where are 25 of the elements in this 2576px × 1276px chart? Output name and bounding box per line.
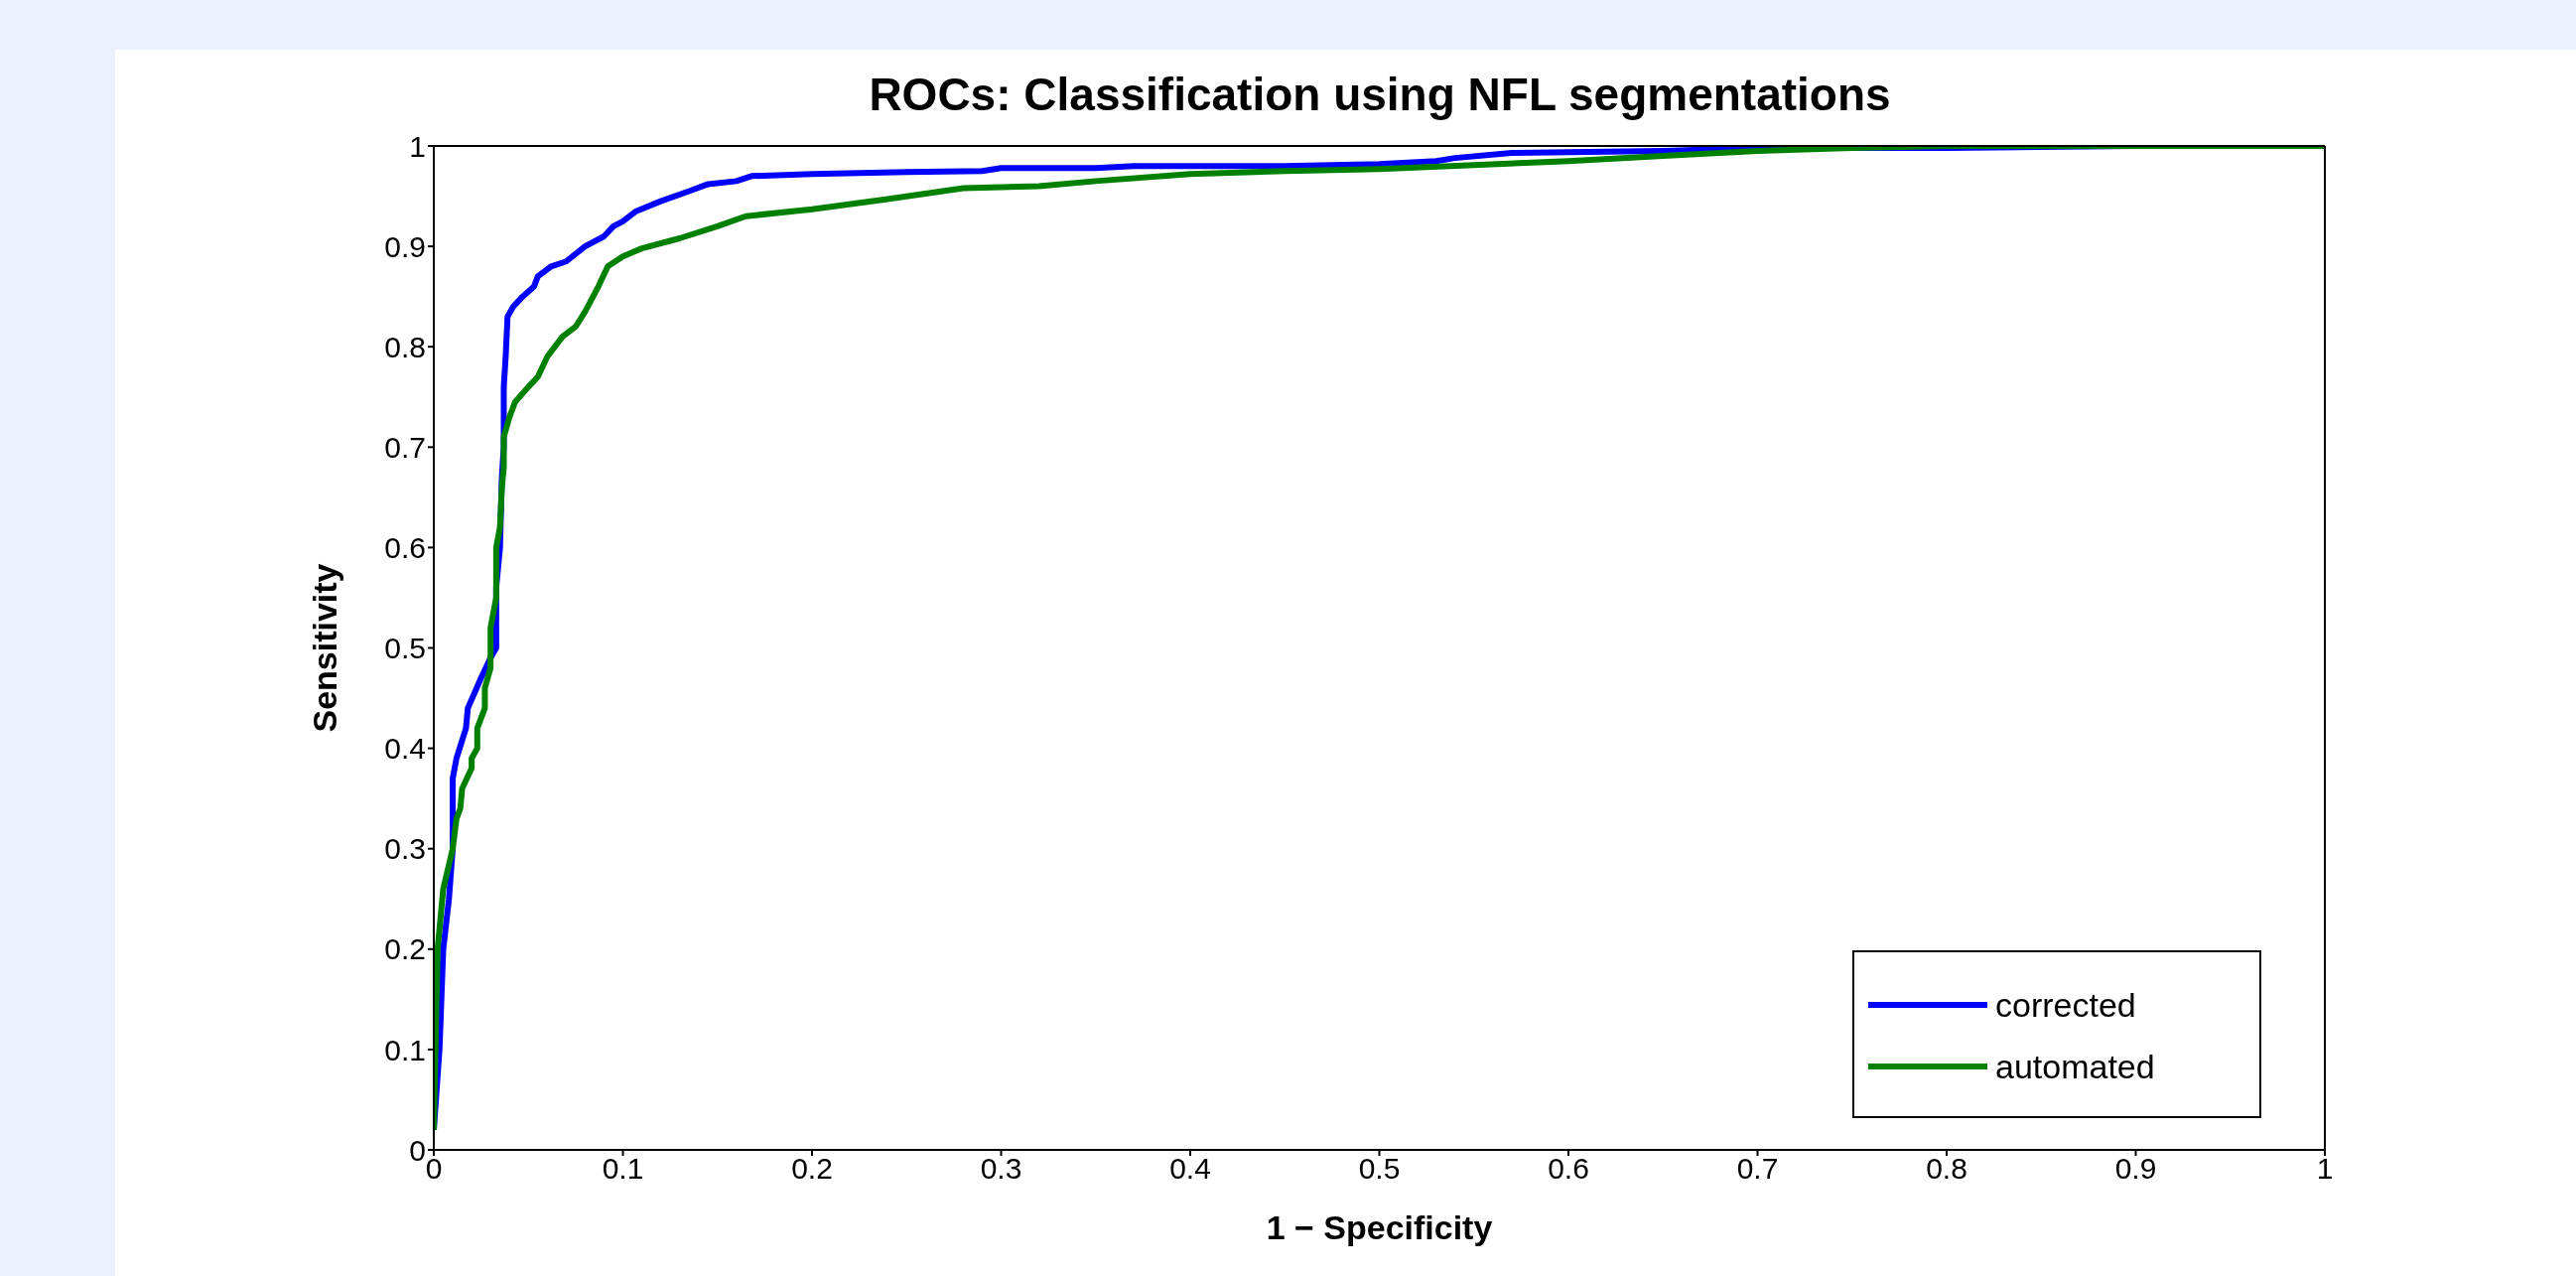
x-tick-label: 0.5 — [1358, 1152, 1401, 1186]
y-tick-label: 0.9 — [384, 229, 426, 263]
x-axis-title: 1 − Specificity — [1266, 1208, 1493, 1246]
x-tick-label: 0.8 — [1926, 1152, 1967, 1186]
x-tick-label: 0.1 — [602, 1152, 644, 1186]
y-tick-label: 1 — [409, 129, 426, 163]
y-tick-label: 0.7 — [384, 430, 426, 464]
y-tick-label: 0.3 — [384, 832, 426, 866]
y-tick-label: 0.1 — [384, 1033, 426, 1066]
x-tick-label: 0.6 — [1548, 1152, 1589, 1186]
x-tick-label: 0.9 — [2114, 1152, 2157, 1186]
legend-label: automated — [1995, 1047, 2155, 1086]
x-tick-label: 0.7 — [1736, 1152, 1779, 1186]
y-tick-label: 0.6 — [384, 531, 426, 565]
x-tick-label: 0.4 — [1169, 1152, 1211, 1186]
y-tick-label: 0.2 — [384, 932, 426, 966]
x-tick-label: 0.2 — [791, 1152, 833, 1186]
x-tick-label: 1 — [2316, 1152, 2334, 1186]
y-tick-label: 0.8 — [384, 330, 426, 363]
chart-title: ROCs: Classification using NFL segmentations — [868, 68, 1892, 121]
x-tick-label: 0.3 — [980, 1152, 1022, 1186]
y-tick-label: 0.4 — [384, 732, 426, 766]
y-axis-title: Sensitivity — [306, 563, 344, 733]
y-tick-label: 0.5 — [384, 632, 426, 665]
legend-label: corrected — [1995, 985, 2136, 1025]
